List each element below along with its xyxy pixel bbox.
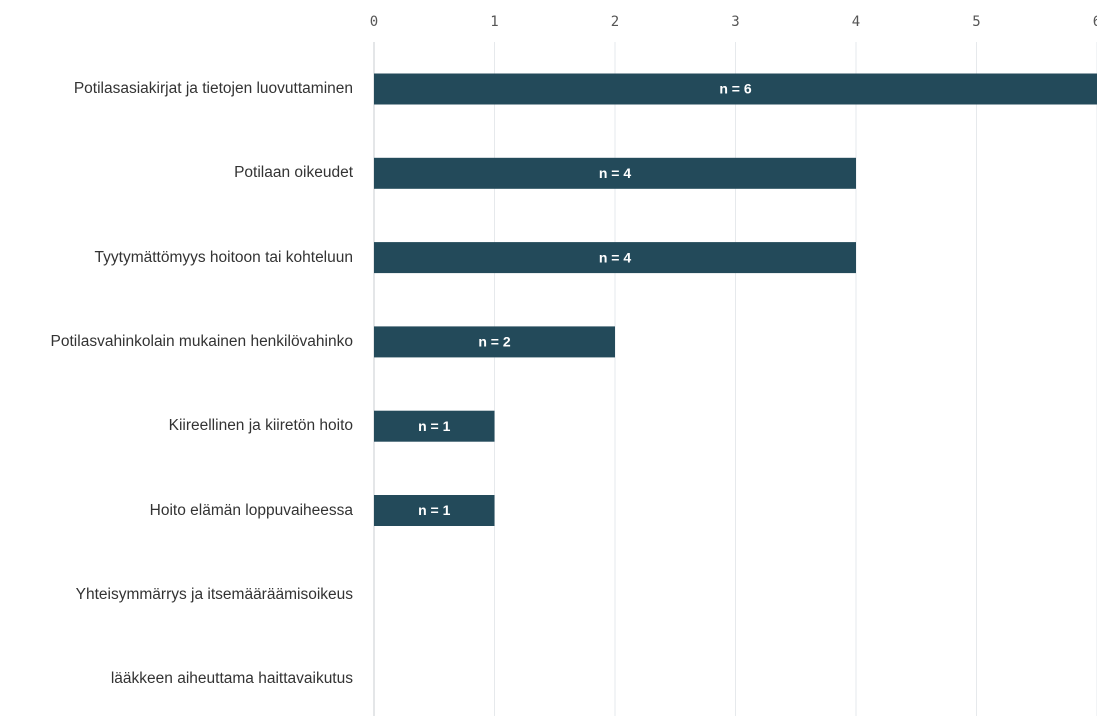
y-tick-label: Tyytymättömyys hoitoon tai kohteluun (94, 248, 353, 266)
y-tick-label: Potilasvahinkolain mukainen henkilövahin… (50, 332, 353, 350)
data-label: n = 1 (418, 502, 451, 518)
y-tick-label: Yhteisymmärrys ja itsemääräämisoikeus (75, 585, 353, 603)
bar (374, 242, 856, 274)
y-tick-label: Kiireellinen ja kiiretön hoito (168, 417, 353, 435)
x-tick-label: 5 (972, 14, 980, 30)
data-label: n = 6 (719, 81, 752, 97)
bar (374, 410, 495, 442)
x-tick-label: 4 (852, 14, 860, 30)
data-label: n = 4 (599, 249, 632, 265)
x-tick-label: 0 (370, 14, 378, 30)
y-tick-label: Potilasasiakirjat ja tietojen luovuttami… (73, 80, 353, 97)
y-tick-label: Potilaan oikeudet (234, 164, 353, 182)
x-tick-label: 2 (611, 14, 619, 30)
y-tick-label: Hoito elämän loppuvaiheessa (149, 501, 353, 519)
bar (374, 73, 1097, 105)
x-tick-label: 1 (490, 14, 498, 30)
bar (374, 157, 856, 189)
bar (374, 495, 495, 526)
data-label: n = 2 (478, 334, 511, 350)
data-label: n = 1 (418, 418, 451, 434)
x-tick-label: 6 (1093, 14, 1097, 30)
y-tick-label: lääkkeen aiheuttama haittavaikutus (110, 670, 353, 688)
bar (374, 326, 615, 358)
data-label: n = 4 (599, 165, 632, 181)
x-tick-label: 3 (731, 14, 739, 30)
